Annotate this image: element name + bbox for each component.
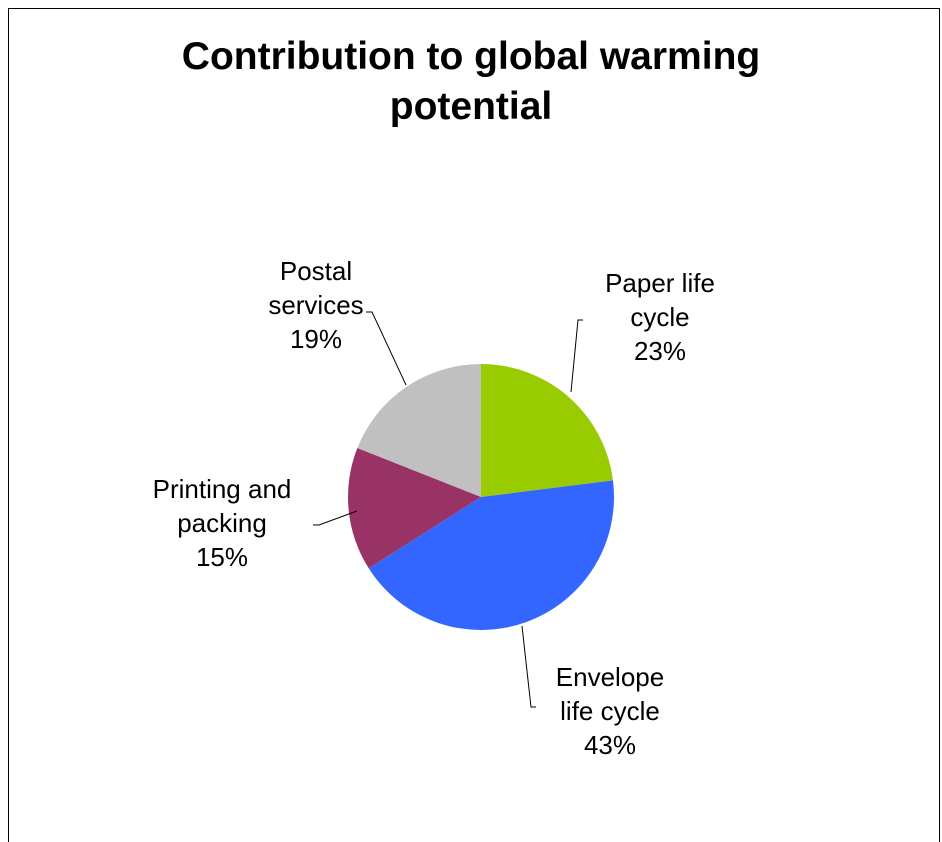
leader-line-1 xyxy=(521,625,536,708)
slice-percent-label-2: 15% xyxy=(196,542,248,572)
pie-slices xyxy=(348,364,614,630)
leader-line-3 xyxy=(366,311,407,386)
slice-label-2-line-0: Printing and xyxy=(153,474,292,504)
pie-slice-3 xyxy=(357,364,481,497)
chart-title-line-1: Contribution to global warming xyxy=(181,35,761,78)
pie-slice-2 xyxy=(348,448,481,569)
slice-label-1-line-0: Envelope xyxy=(556,662,664,692)
pie-slice-1 xyxy=(368,480,614,630)
leader-line-2 xyxy=(313,510,358,526)
slice-label-0-line-0: Paper life xyxy=(605,268,715,298)
slice-percent-label-3: 19% xyxy=(290,324,342,354)
leader-line-0 xyxy=(570,319,583,393)
slice-labels: Paper life cycle 23% Envelope life cycle 43% P… xyxy=(153,256,715,760)
slice-label-3-line-0: Postal xyxy=(280,256,352,286)
chart-title-line-2: potential xyxy=(389,85,553,128)
slice-label-3-line-1: services xyxy=(268,290,363,320)
leader-lines xyxy=(313,311,583,708)
chart-title: Contribution to global warming potential xyxy=(0,32,942,132)
slice-percent-label-0: 23% xyxy=(634,336,686,366)
slice-label-0-line-1: cycle xyxy=(630,302,689,332)
pie-slice-0 xyxy=(481,364,613,497)
slice-percent-label-1: 43% xyxy=(584,730,636,760)
slice-label-2-line-1: packing xyxy=(177,508,267,538)
slice-label-1-line-1: life cycle xyxy=(560,696,660,726)
